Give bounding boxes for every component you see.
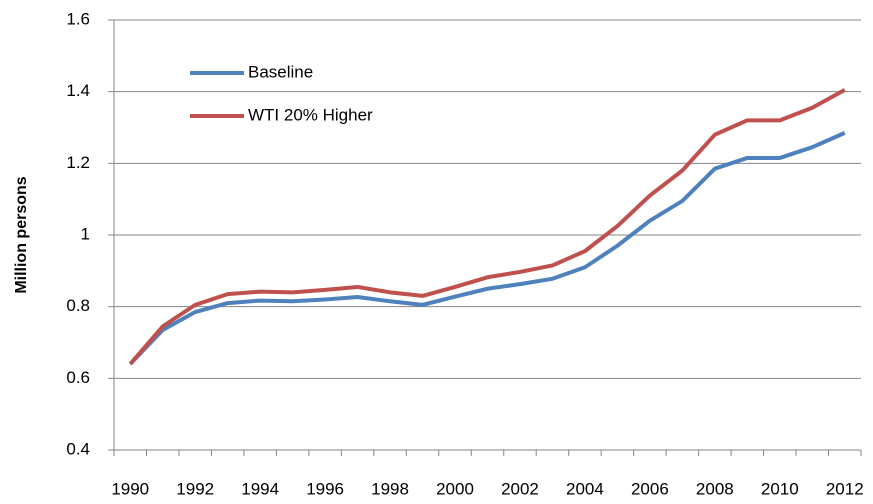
x-tick-label: 2000: [436, 479, 474, 498]
legend-label: WTI 20% Higher: [248, 105, 373, 124]
series-line: [128, 88, 846, 366]
x-tick-label: 2002: [501, 479, 539, 498]
y-tick-label: 1.4: [66, 81, 90, 100]
y-tick-label: 1: [81, 224, 90, 243]
legend-label: Baseline: [248, 62, 313, 81]
y-tick-label: 1.6: [66, 9, 90, 28]
series-line: [128, 131, 846, 366]
x-tick-label: 2006: [631, 479, 669, 498]
x-tick-label: 1998: [371, 479, 409, 498]
x-tick-label: 2010: [761, 479, 799, 498]
x-tick-label: 1996: [306, 479, 344, 498]
x-tick-label: 2012: [826, 479, 864, 498]
x-tick-label: 2008: [696, 479, 734, 498]
x-tick-label: 1992: [176, 479, 214, 498]
x-tick-label: 1994: [241, 479, 279, 498]
y-tick-label: 0.8: [66, 296, 90, 315]
x-tick-label: 1990: [111, 479, 149, 498]
x-tick-label: 2004: [566, 479, 604, 498]
y-tick-label: 0.4: [66, 439, 90, 458]
y-axis-label: Million persons: [13, 176, 30, 293]
y-tick-label: 1.2: [66, 153, 90, 172]
y-tick-label: 0.6: [66, 368, 90, 387]
